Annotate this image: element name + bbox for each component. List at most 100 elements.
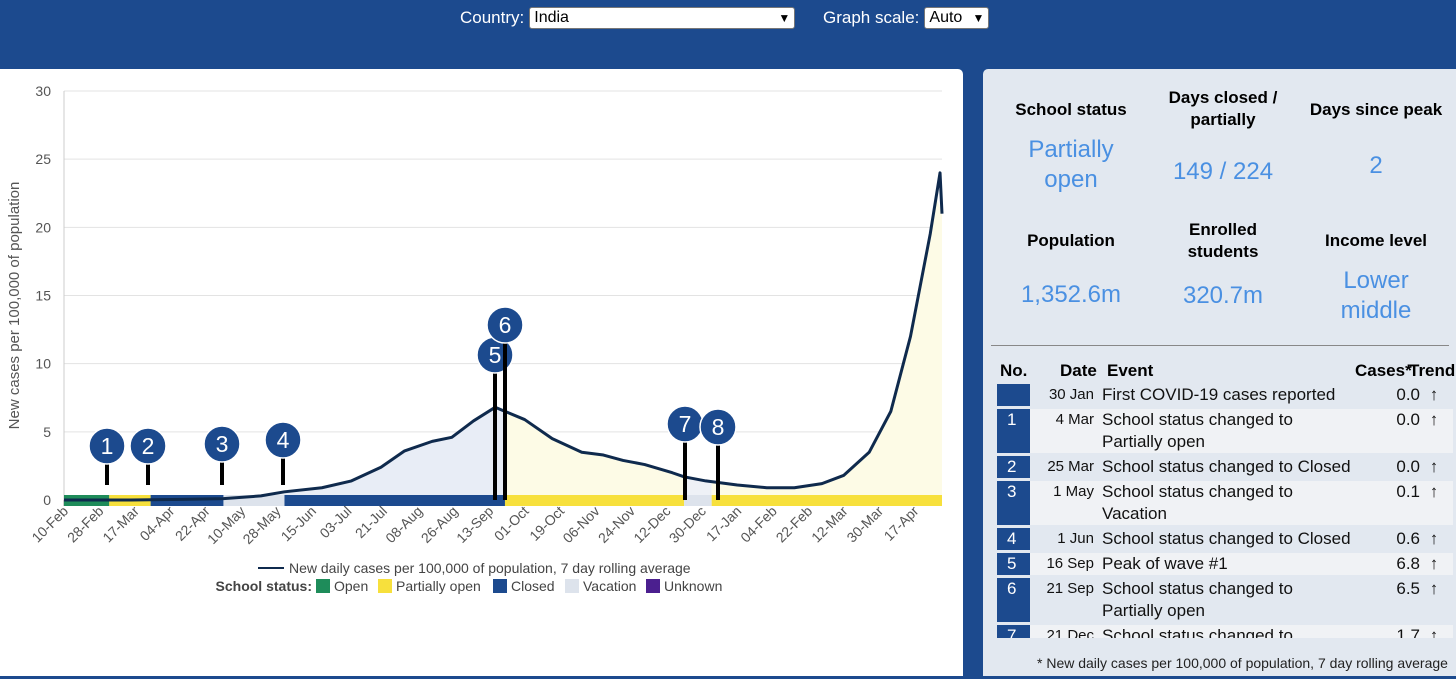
- table-row[interactable]: 4 1 Jun School status changed to Closed 0.6…: [997, 528, 1453, 550]
- x-tick-label: 13-Sep: [453, 503, 496, 546]
- x-tick-label: 17-Mar: [99, 503, 142, 546]
- col-header-cases: Cases*: [1355, 361, 1412, 380]
- event-description: School status changed to Closed: [1100, 528, 1370, 550]
- status-bar-segment: [684, 495, 712, 506]
- event-marker-label: 6: [499, 312, 512, 338]
- event-marker-label: 7: [679, 411, 692, 437]
- x-tick-label: 06-Nov: [559, 503, 602, 546]
- event-cases: 0.0: [1396, 457, 1420, 476]
- event-cases: 0.1: [1396, 482, 1420, 501]
- x-tick-label: 01-Oct: [491, 503, 532, 544]
- chart-panel: 0 5 10 15 20 25 30 New cases per 100,000 of pop…: [0, 66, 966, 679]
- event-marker-label: 1: [101, 433, 114, 459]
- info-panel: School status Partially open Days closed…: [980, 66, 1456, 679]
- table-row[interactable]: 1 4 Mar School status changed to Partially …: [997, 409, 1453, 453]
- stat-label: Population: [1027, 231, 1115, 250]
- x-tick-label: 15-Jun: [278, 503, 320, 545]
- legend-status-label: Unknown: [664, 578, 722, 594]
- stat-school-status: School status Partially open: [995, 99, 1147, 195]
- legend-swatch: [493, 579, 507, 593]
- event-cases: 0.6: [1396, 529, 1420, 548]
- stat-value-line: middle: [1340, 297, 1412, 324]
- event-marker-label: 8: [712, 414, 725, 440]
- legend-swatch: [646, 579, 660, 593]
- event-number: 6: [997, 578, 1030, 622]
- stat-enrolled: Enrolled students 320.7m: [1147, 219, 1299, 311]
- col-header-no: No.: [1000, 361, 1028, 380]
- stat-days-closed: Days closed / partially 149 / 224: [1147, 87, 1299, 187]
- stat-value-line: open: [1044, 166, 1098, 193]
- scale-select[interactable]: Auto ▼: [924, 7, 990, 29]
- event-cases: 6.8: [1396, 554, 1420, 573]
- table-row[interactable]: 7 21 Dec School status changed to 1.7 ↑: [997, 625, 1453, 638]
- stat-label-line: partially: [1190, 110, 1256, 129]
- x-tick-label: 10-May: [204, 503, 248, 547]
- stat-value: 2: [1369, 152, 1383, 179]
- event-text-line: Partially open: [1102, 601, 1206, 620]
- legend-swatch: [565, 579, 579, 593]
- event-text-line: Partially open: [1102, 432, 1206, 451]
- event-description: Peak of wave #1: [1100, 553, 1370, 575]
- divider: [991, 345, 1449, 346]
- trend-arrow-icon: ↑: [1429, 457, 1439, 476]
- event-cases: 1.7: [1396, 626, 1420, 638]
- table-row[interactable]: 2 25 Mar School status changed to Closed 0.…: [997, 456, 1453, 478]
- event-number: 5: [997, 553, 1030, 575]
- table-row[interactable]: 3 1 May School status changed to Vacation 0.…: [997, 481, 1453, 525]
- event-cases: 0.0: [1396, 385, 1420, 404]
- stat-label: Enrolled students: [1147, 219, 1299, 263]
- events-table[interactable]: 30 Jan First COVID-19 cases reported 0.0 ↑ 1…: [997, 384, 1453, 638]
- footnote: * New daily cases per 100,000 of populat…: [1037, 655, 1448, 671]
- scale-control: Graph scale: Auto ▼: [823, 7, 990, 29]
- legend-swatch: [316, 579, 330, 593]
- event-number: 7: [997, 625, 1030, 638]
- event-cases: 6.5: [1396, 579, 1420, 598]
- event-date: 21 Dec: [1046, 627, 1094, 638]
- event-description: School status changed to Partially open: [1100, 409, 1370, 453]
- event-text-line: School status changed to: [1102, 482, 1293, 501]
- table-row[interactable]: 6 21 Sep School status changed to Partially…: [997, 578, 1453, 622]
- stat-label-line: Enrolled: [1188, 220, 1257, 239]
- event-date: 1 May: [1053, 483, 1094, 500]
- status-bar-segment: [284, 495, 505, 506]
- x-tick-label: 10-Feb: [28, 503, 71, 546]
- legend-status-label: Open: [334, 578, 368, 594]
- legend-swatch: [378, 579, 392, 593]
- event-number: 1: [997, 409, 1030, 453]
- country-select[interactable]: India ▼: [529, 7, 796, 29]
- x-tick-label: 12-Mar: [808, 503, 851, 546]
- stat-population: Population 1,352.6m: [995, 230, 1147, 310]
- event-number: 3: [997, 481, 1030, 525]
- stat-days-since-peak: Days since peak 2: [1300, 99, 1452, 181]
- status-bar-segment: [711, 495, 942, 506]
- trend-arrow-icon: ↑: [1429, 529, 1439, 548]
- event-marker-circle: [88, 427, 126, 465]
- status-bar-segment: [223, 495, 285, 506]
- event-date: 1 Jun: [1057, 530, 1094, 547]
- event-cases: 0.0: [1396, 410, 1420, 429]
- status-bar-segment: [504, 495, 685, 506]
- legend-status-label: Vacation: [583, 578, 636, 594]
- table-row[interactable]: 30 Jan First COVID-19 cases reported 0.0 ↑: [997, 384, 1453, 406]
- event-description: School status changed to Vacation: [1100, 481, 1370, 525]
- legend-status-title: School status:: [216, 578, 312, 594]
- y-tick-label: 5: [43, 424, 51, 440]
- stat-value-line: Lower: [1343, 267, 1409, 294]
- stat-label-line: Days closed /: [1168, 88, 1278, 107]
- event-marker-circle: [129, 427, 167, 465]
- stat-value: Lower middle: [1300, 266, 1452, 326]
- y-tick-label: 25: [35, 151, 51, 167]
- trend-arrow-icon: ↑: [1429, 579, 1439, 598]
- event-marker-label: 2: [142, 433, 155, 459]
- event-description: School status changed to: [1100, 625, 1370, 638]
- event-marker-circle: [699, 408, 737, 446]
- x-tick-label: 04-Feb: [737, 503, 780, 546]
- x-tick-label: 30-Dec: [666, 503, 709, 546]
- event-marker-circle: [264, 421, 302, 459]
- event-date: 16 Sep: [1046, 555, 1094, 572]
- y-tick-label: 10: [35, 356, 51, 372]
- table-row[interactable]: 5 16 Sep Peak of wave #1 6.8 ↑: [997, 553, 1453, 575]
- event-description: First COVID-19 cases reported: [1100, 384, 1370, 406]
- event-text-line: School status changed to: [1102, 626, 1293, 638]
- stat-value-line: Partially: [1028, 136, 1114, 163]
